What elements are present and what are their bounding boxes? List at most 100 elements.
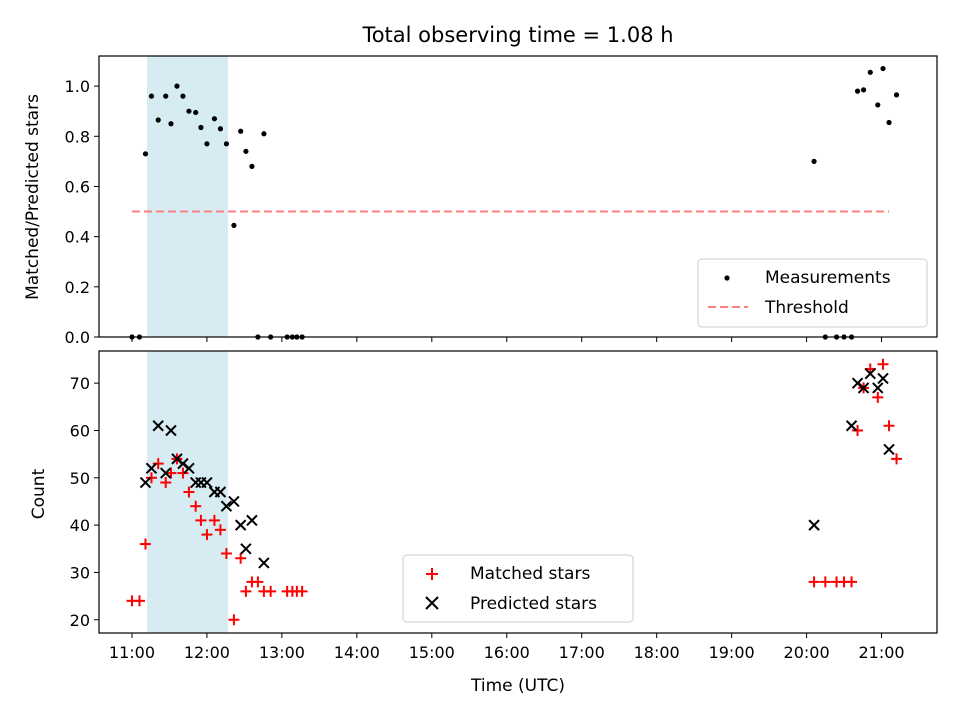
x-tick-label: 21:00 (858, 643, 904, 662)
measurement-point (217, 126, 224, 132)
measurement-point (238, 128, 244, 134)
matched-star-point (846, 576, 858, 588)
matched-star-point (183, 486, 195, 498)
y-tick-label: 0.6 (65, 177, 90, 196)
legend-matched-label: Matched stars (470, 564, 590, 584)
matched-star-point (808, 576, 820, 588)
y-tick-label: 30 (70, 563, 90, 582)
measurement-point (261, 131, 267, 137)
matched-star-point (228, 614, 240, 626)
predicted-star-point (864, 368, 876, 380)
matched-star-point (883, 420, 895, 432)
matched-star-point (165, 467, 177, 479)
top-legend: Measurements Threshold (697, 258, 928, 328)
predicted-star-point (189, 476, 202, 489)
legend-predicted-label: Predicted stars (470, 594, 597, 614)
matched-star-point (208, 514, 220, 526)
measurement-point (204, 141, 210, 147)
measurement-point (231, 222, 237, 228)
bottom-legend-box (402, 554, 634, 623)
predicted-star-point (183, 462, 195, 475)
measurement-point (193, 109, 199, 116)
predicted-star-point (234, 519, 247, 531)
matched-star-point (133, 595, 145, 607)
x-tick-label: 13:00 (259, 643, 305, 662)
measurement-point (163, 93, 169, 99)
matched-star-point (220, 548, 232, 560)
top-axes-frame (98, 55, 938, 338)
top-axis-ticks: 0.0 0.2 0.4 0.6 0.8 1.0 (65, 77, 883, 347)
predicted-star-point (857, 382, 870, 394)
bottom-y-axis-label: Count (29, 468, 49, 519)
predicted-star-point (246, 514, 258, 527)
predicted-star-point (240, 543, 252, 555)
matched-star-point (160, 477, 172, 489)
legend-predicted-marker (425, 596, 439, 610)
matched-star-point (296, 585, 308, 597)
top-y-axis-label: Matched/Predicted stars (23, 94, 43, 300)
x-tick-label: 20:00 (784, 643, 830, 662)
measurement-point (854, 88, 861, 94)
matched-star-point (252, 576, 264, 588)
y-tick-label: 70 (70, 374, 90, 393)
measurement-point (860, 87, 867, 93)
y-tick-label: 0.4 (65, 228, 90, 247)
measurement-point (223, 141, 230, 147)
y-tick-label: 0.8 (65, 127, 90, 146)
bottom-axes-frame (98, 350, 938, 634)
bottom-plot-marks (126, 358, 903, 626)
predicted-star-point (872, 382, 884, 394)
matched-star-point (240, 585, 252, 597)
measurement-point (180, 93, 186, 99)
measurement-point (198, 124, 204, 131)
measurement-point (875, 102, 881, 108)
predicted-star-point (160, 467, 172, 479)
predicted-star-point (883, 443, 895, 456)
matched-star-point (819, 576, 831, 588)
matched-star-point (214, 524, 226, 536)
y-tick-label: 20 (70, 611, 90, 630)
x-tick-label: 17:00 (559, 643, 605, 662)
measurement-point (148, 93, 155, 99)
top-panel: 0.0 0.2 0.4 0.6 0.8 1.0 Matched/Predicted sta… (23, 55, 938, 347)
matched-star-point (152, 458, 164, 470)
matched-star-point (872, 391, 884, 403)
measurement-point (893, 92, 900, 98)
matched-star-point (177, 467, 189, 479)
x-axis-label: Time (UTC) (470, 676, 565, 696)
legend-measurements-marker (724, 275, 730, 281)
matched-star-point (877, 358, 889, 370)
matched-star-point (145, 472, 157, 484)
y-tick-label: 60 (70, 421, 90, 440)
bottom-panel: 20 30 40 50 60 70 11:00 12:00 13:00 14:00 15:00 16:… (29, 350, 938, 696)
predicted-star-point (139, 476, 152, 489)
matched-star-point (265, 585, 277, 597)
x-tick-label: 14:00 (334, 643, 380, 662)
x-tick-label: 16:00 (484, 643, 530, 662)
measurement-point (155, 117, 161, 123)
measurement-point (174, 83, 180, 89)
matched-star-point (235, 552, 247, 564)
measurement-point (142, 151, 149, 157)
predicted-star-point (258, 557, 270, 569)
top-shaded-span (146, 56, 228, 337)
measurement-point (211, 116, 218, 122)
x-tick-label: 11:00 (109, 643, 155, 662)
legend-matched-marker (426, 568, 438, 580)
legend-threshold-label: Threshold (764, 298, 849, 318)
predicted-star-point (845, 420, 858, 432)
y-tick-label: 40 (70, 516, 90, 535)
measurement-point (880, 65, 886, 72)
predicted-star-point (201, 476, 213, 489)
matched-star-point (891, 453, 903, 465)
measurement-point (249, 163, 255, 169)
y-tick-label: 1.0 (65, 77, 90, 96)
measurement-point (243, 148, 249, 154)
chart-title: Total observing time = 1.08 h (361, 23, 673, 47)
matched-star-point (852, 424, 864, 436)
legend-measurements-label: Measurements (765, 268, 891, 288)
measurement-point (886, 119, 892, 126)
measurement-point (168, 121, 174, 127)
measurement-point (811, 158, 817, 164)
